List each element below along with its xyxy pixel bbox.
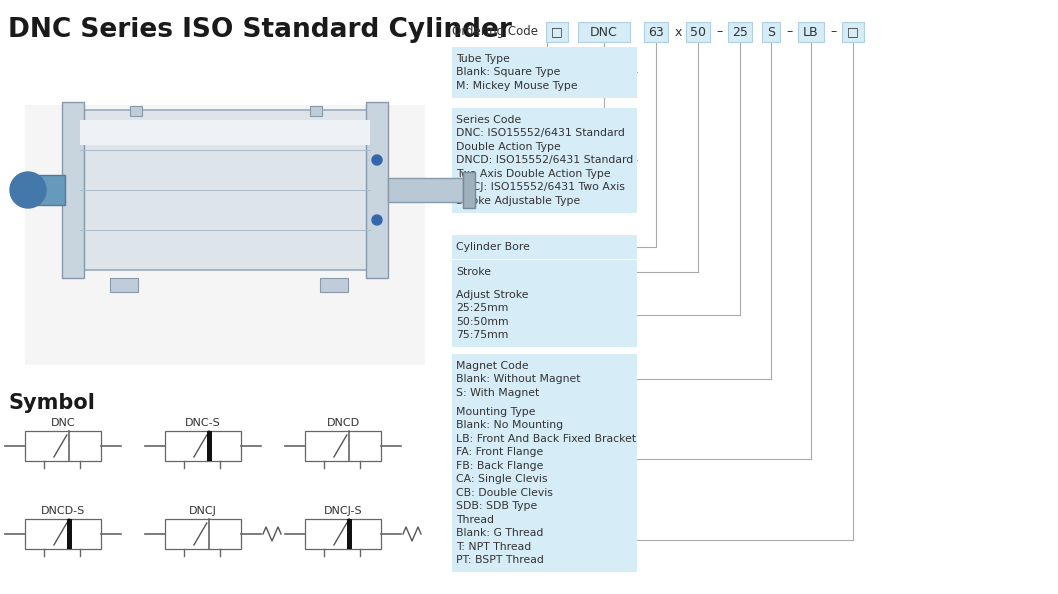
Text: Double Action Type: Double Action Type <box>456 142 561 151</box>
Circle shape <box>10 172 45 208</box>
Bar <box>80 120 370 145</box>
Bar <box>110 278 138 292</box>
Circle shape <box>372 215 382 225</box>
Text: SDB: SDB Type: SDB: SDB Type <box>456 501 537 511</box>
Text: FB: Back Flange: FB: Back Flange <box>456 461 544 471</box>
Bar <box>130 106 142 116</box>
Text: Stroke Adjustable Type: Stroke Adjustable Type <box>456 196 580 206</box>
Bar <box>305 431 381 461</box>
Bar <box>25 431 101 461</box>
Bar <box>388 178 463 202</box>
Text: 25:25mm: 25:25mm <box>456 304 509 313</box>
Bar <box>347 519 352 549</box>
Bar <box>305 519 381 549</box>
Bar <box>67 519 72 549</box>
Bar <box>578 22 630 42</box>
Circle shape <box>372 155 382 165</box>
Bar <box>320 278 348 292</box>
Bar <box>798 22 824 42</box>
Bar <box>452 260 637 283</box>
Bar <box>80 110 370 270</box>
Text: DNCD: DNCD <box>327 418 360 428</box>
Text: Cylinder Bore: Cylinder Bore <box>456 242 530 252</box>
Text: Blank: Square Type: Blank: Square Type <box>456 67 561 77</box>
Text: Blank: G Thread: Blank: G Thread <box>456 528 544 538</box>
Text: Thread: Thread <box>456 515 494 525</box>
Text: –: – <box>717 26 723 39</box>
Text: LB: LB <box>803 26 819 39</box>
Bar <box>463 172 475 208</box>
Text: S: S <box>767 26 776 39</box>
Bar <box>452 235 637 258</box>
Text: Two Axis Double Action Type: Two Axis Double Action Type <box>456 169 610 179</box>
Text: DNC: DNC <box>51 418 75 428</box>
Text: 75:75mm: 75:75mm <box>456 330 509 340</box>
Text: DNC Series ISO Standard Cylinder: DNC Series ISO Standard Cylinder <box>8 17 512 43</box>
Bar <box>452 400 637 518</box>
Bar <box>728 22 752 42</box>
Text: DNCJ: DNCJ <box>189 506 217 516</box>
Text: T: NPT Thread: T: NPT Thread <box>456 542 531 552</box>
Text: DNCJ: ISO15552/6431 Two Axis: DNCJ: ISO15552/6431 Two Axis <box>456 182 625 192</box>
Bar <box>452 283 637 347</box>
Text: –: – <box>831 26 837 39</box>
Bar <box>452 354 637 405</box>
Text: PT: BSPT Thread: PT: BSPT Thread <box>456 555 544 565</box>
Bar <box>644 22 668 42</box>
Bar <box>366 102 388 278</box>
Bar <box>165 519 241 549</box>
Text: Symbol: Symbol <box>8 393 95 413</box>
Bar <box>25 519 101 549</box>
Text: □: □ <box>551 26 563 39</box>
Bar <box>452 47 637 97</box>
Text: 50:50mm: 50:50mm <box>456 317 509 327</box>
Bar <box>310 106 322 116</box>
Text: Magnet Code: Magnet Code <box>456 361 529 371</box>
Text: Ordering Code: Ordering Code <box>452 26 539 39</box>
Bar <box>762 22 780 42</box>
Text: Mounting Type: Mounting Type <box>456 407 535 417</box>
Bar <box>207 431 212 461</box>
Bar <box>452 108 637 213</box>
Bar <box>546 22 568 42</box>
Bar <box>452 508 637 572</box>
Bar <box>686 22 710 42</box>
Text: M: Mickey Mouse Type: M: Mickey Mouse Type <box>456 81 578 91</box>
Text: Blank: No Mounting: Blank: No Mounting <box>456 420 563 430</box>
Text: 25: 25 <box>732 26 748 39</box>
Text: DNCJ-S: DNCJ-S <box>324 506 362 516</box>
Text: FA: Front Flange: FA: Front Flange <box>456 447 543 457</box>
Text: DNCD: ISO15552/6431 Standard: DNCD: ISO15552/6431 Standard <box>456 155 634 165</box>
Text: DNC: ISO15552/6431 Standard: DNC: ISO15552/6431 Standard <box>456 128 625 138</box>
Text: Blank: Without Magnet: Blank: Without Magnet <box>456 374 581 384</box>
Text: Adjust Stroke: Adjust Stroke <box>456 290 529 300</box>
Text: LB: Front And Back Fixed Bracket: LB: Front And Back Fixed Bracket <box>456 434 636 444</box>
Bar <box>842 22 864 42</box>
Text: CB: Double Clevis: CB: Double Clevis <box>456 488 553 498</box>
Text: 50: 50 <box>690 26 706 39</box>
Text: DNC: DNC <box>590 26 618 39</box>
Text: Tube Type: Tube Type <box>456 53 510 64</box>
Bar <box>62 102 84 278</box>
Text: DNC-S: DNC-S <box>185 418 221 428</box>
Text: x: x <box>674 26 681 39</box>
Bar <box>25 105 425 365</box>
Text: 63: 63 <box>649 26 663 39</box>
Text: DNCD-S: DNCD-S <box>41 506 85 516</box>
Text: CA: Single Clevis: CA: Single Clevis <box>456 474 547 484</box>
Bar <box>35 175 65 205</box>
Text: Stroke: Stroke <box>456 267 491 277</box>
Text: □: □ <box>847 26 859 39</box>
Text: Series Code: Series Code <box>456 115 522 125</box>
Bar <box>165 431 241 461</box>
Text: –: – <box>787 26 794 39</box>
Text: S: With Magnet: S: With Magnet <box>456 388 540 398</box>
